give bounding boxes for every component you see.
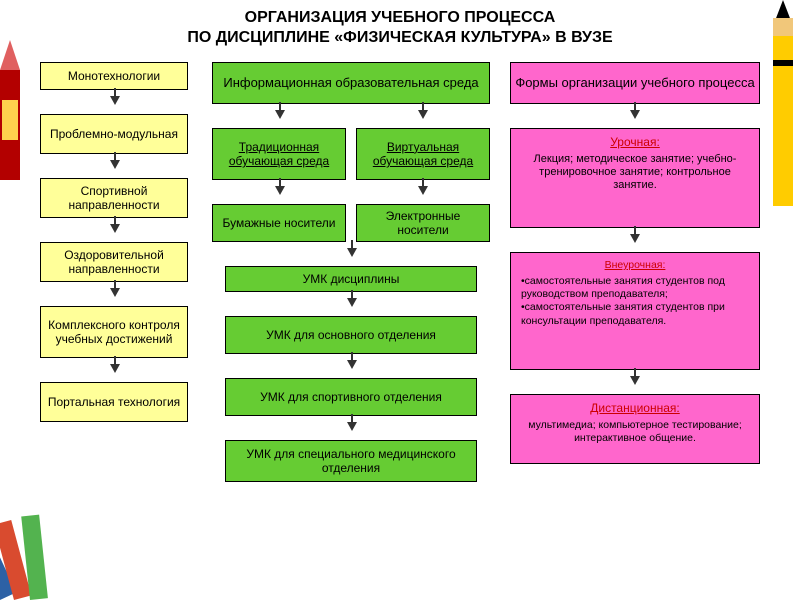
left-y4: Оздоровительной направленности xyxy=(40,242,188,282)
arrow-icon xyxy=(110,96,120,105)
arrow-icon xyxy=(110,364,120,373)
center-g6: УМК дисциплины xyxy=(225,266,477,292)
left-y6: Портальная технология xyxy=(40,382,188,422)
center-g2: Традиционная обучающая среда xyxy=(212,128,346,180)
arrow-icon xyxy=(110,224,120,233)
pencil-icon xyxy=(766,0,800,240)
arrow-icon xyxy=(110,288,120,297)
crayon-red-icon xyxy=(0,40,34,180)
right-p3: Внеурочная: •самостоятельные занятия сту… xyxy=(510,252,760,370)
right-p1: Формы организации учебного процесса xyxy=(510,62,760,104)
arrow-icon xyxy=(110,160,120,169)
right-p4: Дистанционная: мультимедиа; компьютерное… xyxy=(510,394,760,464)
p3-b1: •самостоятельные занятия студентов под р… xyxy=(521,275,725,300)
p3-header: Внеурочная: xyxy=(521,259,749,272)
p4-body: мультимедиа; компьютерное тестирование; … xyxy=(519,419,751,444)
arrow-icon xyxy=(347,360,357,369)
center-g8: УМК для спортивного отделения xyxy=(225,378,477,416)
page-title: ОРГАНИЗАЦИЯ УЧЕБНОГО ПРОЦЕССА ПО ДИСЦИПЛ… xyxy=(60,8,740,48)
left-y5: Комплексного контроля учебных достижений xyxy=(40,306,188,358)
left-y3: Спортивной направленности xyxy=(40,178,188,218)
arrow-icon xyxy=(275,110,285,119)
center-g9: УМК для специального медицинского отделе… xyxy=(225,440,477,482)
p3-b2: •самостоятельные занятия студентов при к… xyxy=(521,301,725,326)
center-g7: УМК для основного отделения xyxy=(225,316,477,354)
title-line1: ОРГАНИЗАЦИЯ УЧЕБНОГО ПРОЦЕССА xyxy=(245,9,556,26)
arrow-icon xyxy=(347,298,357,307)
p4-header: Дистанционная: xyxy=(590,401,680,415)
center-g1: Информационная образовательная среда xyxy=(212,62,490,104)
arrow-icon xyxy=(275,186,285,195)
center-g4: Бумажные носители xyxy=(212,204,346,242)
arrow-icon xyxy=(630,234,640,243)
arrow-icon xyxy=(418,186,428,195)
arrow-icon xyxy=(630,110,640,119)
arrow-icon xyxy=(347,422,357,431)
left-y1: Монотехнологии xyxy=(40,62,188,90)
left-y2: Проблемно-модульная xyxy=(40,114,188,154)
arrow-icon xyxy=(347,248,357,257)
p2-body: Лекция; методическое занятие; учебно-тре… xyxy=(519,153,751,192)
center-g5: Электронные носители xyxy=(356,204,490,242)
arrow-icon xyxy=(630,376,640,385)
crayons-bottom-icon xyxy=(0,500,90,600)
center-g3: Виртуальная обучающая среда xyxy=(356,128,490,180)
right-p2: Урочная: Лекция; методическое занятие; у… xyxy=(510,128,760,228)
arrow-icon xyxy=(418,110,428,119)
p2-header: Урочная: xyxy=(610,135,660,149)
title-line2: ПО ДИСЦИПЛИНЕ «ФИЗИЧЕСКАЯ КУЛЬТУРА» В ВУ… xyxy=(187,29,612,46)
